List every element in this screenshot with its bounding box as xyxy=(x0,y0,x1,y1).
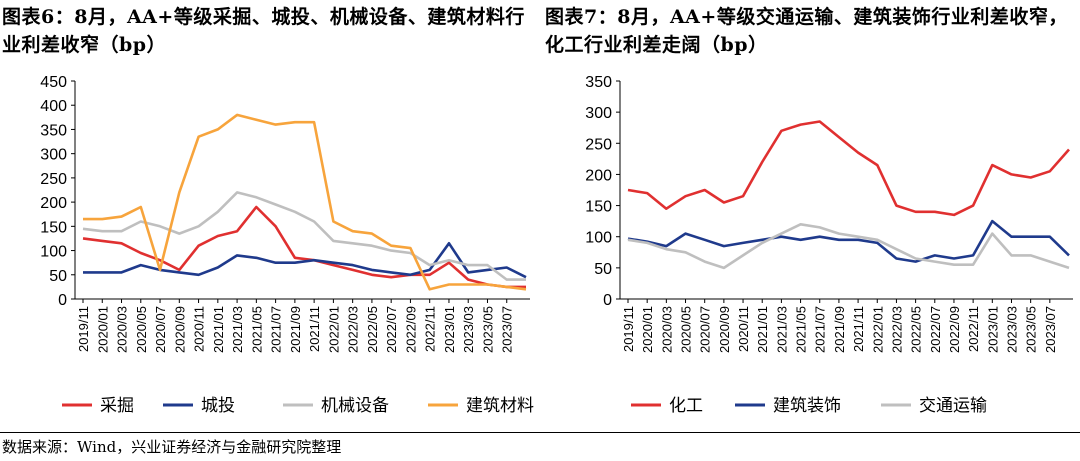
x-tick-label: 2020/09 xyxy=(172,306,187,353)
y-tick-label: 100 xyxy=(585,230,612,247)
x-tick-label: 2023/07 xyxy=(500,306,515,353)
x-tick-label: 2019/11 xyxy=(621,306,636,352)
y-tick-label: 250 xyxy=(40,171,67,188)
series-line-2 xyxy=(627,223,1070,270)
x-tick-label: 2021/09 xyxy=(288,306,303,353)
x-tick-label: 2022/03 xyxy=(346,306,361,353)
x-tick-label: 2023/07 xyxy=(1043,306,1058,353)
x-tick-label: 2019/11 xyxy=(76,306,91,352)
x-tick-label: 2022/01 xyxy=(326,306,341,353)
x-tick-label: 2021/03 xyxy=(774,306,789,353)
x-tick-label: 2021/07 xyxy=(269,306,284,353)
y-tick-label: 150 xyxy=(40,219,67,236)
x-tick-label: 2023/03 xyxy=(1004,306,1019,353)
x-tick-label: 2021/09 xyxy=(832,306,847,353)
y-tick-label: 200 xyxy=(40,195,67,212)
legend-label-2: 交通运输 xyxy=(919,396,987,415)
series-line-2 xyxy=(82,191,526,281)
x-tick-label: 2020/09 xyxy=(717,306,732,353)
x-tick-label: 2021/01 xyxy=(755,306,770,353)
x-tick-label: 2021/01 xyxy=(211,306,226,353)
series-line-0 xyxy=(82,205,526,289)
chart-title-right: 图表7：8月，AA+等级交通运输、建筑装饰行业利差收窄，化工行业利差走阔（bp） xyxy=(545,6,1068,56)
x-tick-label: 2020/01 xyxy=(640,306,655,353)
y-tick-label: 450 xyxy=(40,74,67,91)
x-tick-label: 2020/11 xyxy=(192,306,207,352)
x-tick-label: 2022/01 xyxy=(870,306,885,353)
y-tick-label: 300 xyxy=(585,105,612,122)
chart-title-left: 图表6：8月，AA+等级采掘、城投、机械设备、建筑材料行业利差收窄（bp） xyxy=(2,6,525,56)
x-tick-label: 2020/07 xyxy=(153,306,168,353)
series-line-3 xyxy=(83,113,527,291)
chart-right: 0 50 100 150 200 250 300 350 2019/11 2020/01 2020/… xyxy=(585,74,1073,415)
series-line-1 xyxy=(83,242,527,279)
x-tick-label: 2022/03 xyxy=(889,306,904,353)
y-tick-label: 50 xyxy=(594,261,612,278)
y-tick-label: 50 xyxy=(49,268,67,285)
legend-label-1: 建筑装饰 xyxy=(773,396,841,415)
y-tick-label: 400 xyxy=(40,98,67,115)
x-tick-label: 2023/01 xyxy=(985,306,1000,353)
x-tick-label: 2021/05 xyxy=(249,306,264,353)
legend-label-3: 建筑材料 xyxy=(466,396,534,415)
x-tick-label: 2021/03 xyxy=(230,306,245,353)
footer-divider xyxy=(0,432,1080,433)
source-note: 数据来源：Wind，兴业证券经济与金融研究院整理 xyxy=(2,438,342,456)
x-tick-label: 2021/05 xyxy=(794,306,809,353)
x-tick-label: 2021/11 xyxy=(307,306,322,352)
legend-label-2: 机械设备 xyxy=(321,396,389,415)
x-tick-label: 2023/03 xyxy=(461,306,476,353)
x-tick-label: 2023/05 xyxy=(1024,306,1039,353)
chart-panel-right: 图表7：8月，AA+等级交通运输、建筑装饰行业利差收窄，化工行业利差走阔（bp）… xyxy=(543,0,1080,440)
chart-panel-left: 图表6：8月，AA+等级采掘、城投、机械设备、建筑材料行业利差收窄（bp） 0 5… xyxy=(0,0,535,440)
x-tick-label: 2021/07 xyxy=(813,306,828,353)
x-tick-label: 2022/11 xyxy=(966,306,981,352)
x-tick-label: 2022/09 xyxy=(947,306,962,353)
y-tick-label: 150 xyxy=(585,199,612,216)
x-tick-label: 2023/01 xyxy=(442,306,457,353)
y-tick-label: 100 xyxy=(40,244,67,261)
x-tick-label: 2020/03 xyxy=(115,306,130,353)
x-tick-label: 2022/11 xyxy=(423,306,438,352)
chart-left: 0 50 100 150 200 250 300 350 400 450 2019/11 2020/0… xyxy=(40,74,534,415)
x-tick-label: 2022/09 xyxy=(403,306,418,353)
x-tick-label: 2020/05 xyxy=(679,306,694,353)
series-line-0 xyxy=(627,120,1070,217)
x-tick-label: 2021/11 xyxy=(851,306,866,352)
y-tick-label: 200 xyxy=(585,167,612,184)
x-tick-label: 2022/07 xyxy=(384,306,399,353)
y-tick-label: 300 xyxy=(40,147,67,164)
x-tick-label: 2022/05 xyxy=(365,306,380,353)
y-tick-label: 0 xyxy=(603,292,612,309)
legend-label-0: 采掘 xyxy=(100,396,134,415)
x-tick-label: 2023/05 xyxy=(480,306,495,353)
y-tick-label: 250 xyxy=(585,136,612,153)
legend-label-1: 城投 xyxy=(201,396,235,415)
x-tick-label: 2020/01 xyxy=(95,306,110,353)
x-tick-label: 2020/05 xyxy=(134,306,149,353)
x-tick-label: 2020/07 xyxy=(698,306,713,353)
legend-label-0: 化工 xyxy=(669,396,703,415)
x-tick-label: 2022/07 xyxy=(928,306,943,353)
x-tick-label: 2022/05 xyxy=(909,306,924,353)
x-tick-label: 2020/11 xyxy=(736,306,751,352)
y-tick-label: 0 xyxy=(58,292,67,309)
x-tick-label: 2020/03 xyxy=(659,306,674,353)
series-line-1 xyxy=(627,219,1070,263)
y-tick-label: 350 xyxy=(585,74,612,91)
y-tick-label: 350 xyxy=(40,122,67,139)
